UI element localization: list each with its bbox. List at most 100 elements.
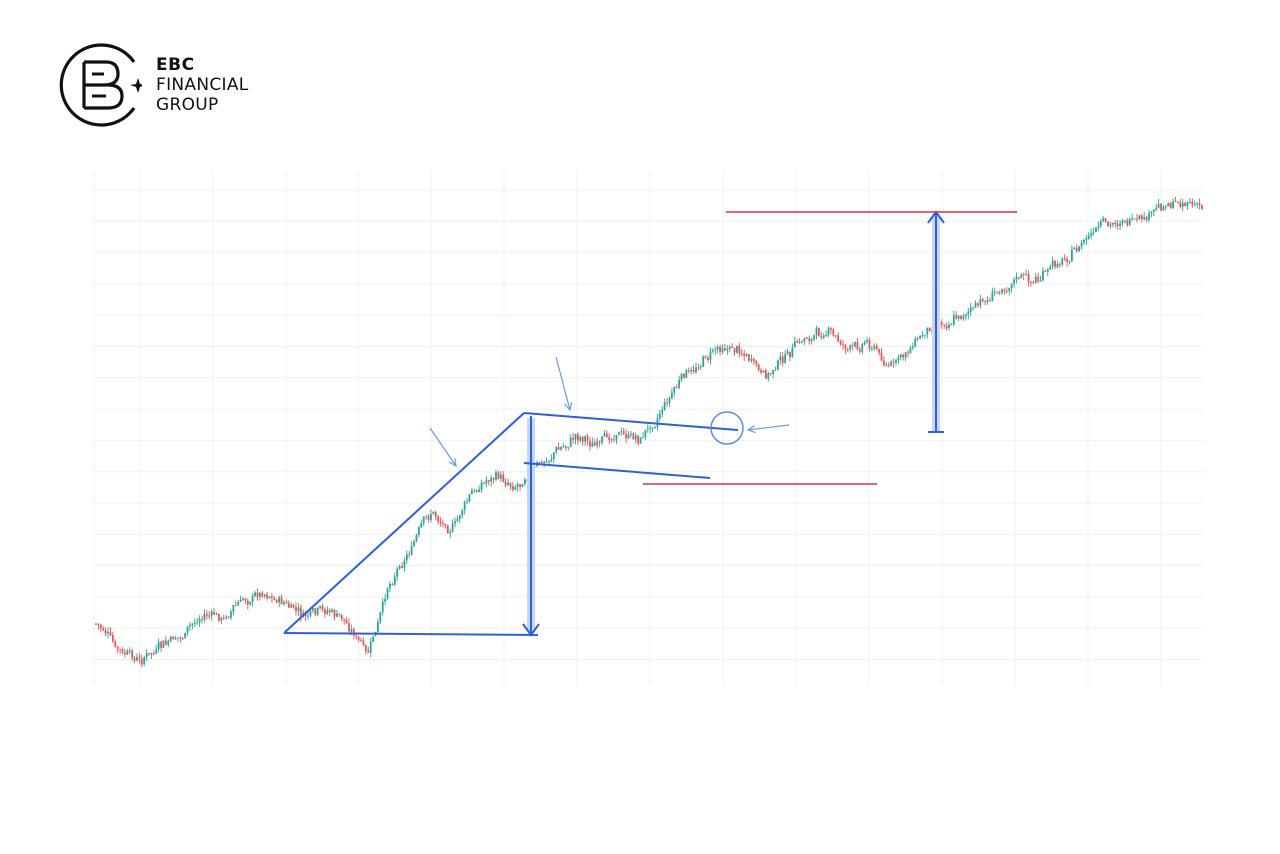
candle-body-311 <box>844 344 847 350</box>
candle-body-388 <box>1030 281 1032 283</box>
candle-body-133 <box>415 534 418 542</box>
candle-body-26 <box>157 641 160 650</box>
candle-body-157 <box>473 490 476 492</box>
candle-body-39 <box>189 624 191 627</box>
candle-body-34 <box>177 637 179 639</box>
breakout-pointer-arrow-shaft <box>747 424 790 431</box>
candle-body-324 <box>875 345 878 350</box>
candle-body-41 <box>193 623 196 625</box>
candle-body-300 <box>817 327 820 337</box>
candle-body-106 <box>350 629 353 632</box>
candle-body-411 <box>1085 238 1088 241</box>
candle-body-19 <box>140 658 143 665</box>
candle-body-20 <box>143 657 146 665</box>
candle-body-299 <box>815 327 818 336</box>
candle-body-449 <box>1177 201 1179 203</box>
candle-body-293 <box>801 341 803 343</box>
candle-body-126 <box>398 566 401 569</box>
candle-body-262 <box>726 349 729 351</box>
candle-body-267 <box>738 345 741 354</box>
candle-body-448 <box>1174 201 1177 203</box>
candle-body-412 <box>1087 235 1090 239</box>
candle-body-44 <box>201 619 203 621</box>
candle-body-371 <box>989 300 991 302</box>
candle-body-203 <box>584 436 587 442</box>
candle-body-108 <box>355 635 358 637</box>
candle-body-282 <box>774 369 777 371</box>
candle-body-408 <box>1078 246 1081 252</box>
candle-body-301 <box>820 336 823 338</box>
candle-body-213 <box>608 436 611 440</box>
candle-body-359 <box>960 315 962 319</box>
candle-body-176 <box>519 484 521 487</box>
candle-body-127 <box>401 566 403 568</box>
candle-body-21 <box>145 653 148 658</box>
candle-body-145 <box>444 524 447 526</box>
candle-body-409 <box>1080 242 1083 247</box>
candle-body-323 <box>873 345 876 349</box>
candle-body-256 <box>711 350 714 352</box>
candle-body-252 <box>702 356 705 367</box>
candle-body-410 <box>1083 240 1085 243</box>
candle-body-334 <box>899 354 902 358</box>
candle-body-151 <box>458 515 461 520</box>
candle-body-17 <box>136 657 138 661</box>
candle-body-47 <box>208 615 211 617</box>
candle-body-137 <box>425 515 428 517</box>
candle-body-102 <box>340 614 343 619</box>
candle-body-395 <box>1046 269 1049 272</box>
candle-body-231 <box>651 427 654 429</box>
candle-body-237 <box>666 402 668 404</box>
candle-body-114 <box>369 641 372 653</box>
candle-body-201 <box>579 436 582 441</box>
candle-body-128 <box>403 560 406 568</box>
candle-body-329 <box>887 365 890 367</box>
candle-body-90 <box>311 608 314 611</box>
candle-body-51 <box>217 614 220 621</box>
candle-body-59 <box>237 601 240 606</box>
candle-body-97 <box>328 610 331 613</box>
candle-body-134 <box>417 527 420 535</box>
candle-body-380 <box>1010 283 1013 289</box>
candle-body-369 <box>984 301 987 303</box>
candle-body-387 <box>1027 274 1030 282</box>
candle-body-71 <box>266 594 268 599</box>
candle-body-119 <box>381 601 384 613</box>
candle-body-458 <box>1198 203 1201 206</box>
candle-body-225 <box>637 435 640 444</box>
candle-body-193 <box>560 446 562 450</box>
candle-body-351 <box>940 322 943 325</box>
candle-body-194 <box>562 445 565 447</box>
candle-body-229 <box>646 428 649 430</box>
candle-body-32 <box>172 636 175 640</box>
candle-body-356 <box>952 315 955 325</box>
candle-body-315 <box>854 341 856 347</box>
candle-body-204 <box>586 436 589 441</box>
pattern-annotations <box>283 210 1017 637</box>
candle-body-235 <box>661 409 664 414</box>
candle-body-131 <box>410 546 413 555</box>
candle-body-344 <box>923 334 926 336</box>
candle-body-331 <box>892 361 895 363</box>
candle-body-339 <box>911 346 914 348</box>
candle-body-221 <box>627 434 630 439</box>
candle-body-271 <box>748 354 750 361</box>
candle-body-280 <box>769 373 772 375</box>
candle-body-264 <box>731 346 734 348</box>
candle-body-426 <box>1121 220 1124 224</box>
candle-body-208 <box>596 441 599 446</box>
candle-body-121 <box>386 588 389 599</box>
candle-body-195 <box>564 445 567 448</box>
breakout-pointer-arrow-head <box>746 425 756 434</box>
candle-body-287 <box>786 351 789 355</box>
candle-body-184 <box>538 462 541 464</box>
candle-body-150 <box>456 519 459 522</box>
candle-body-307 <box>834 335 837 337</box>
candle-body-366 <box>977 303 979 306</box>
candle-body-197 <box>569 437 572 447</box>
flag-pointer-arrow-shaft <box>555 356 571 411</box>
candle-body-60 <box>239 599 242 602</box>
candle-body-358 <box>957 315 960 319</box>
candle-body-266 <box>736 345 738 353</box>
candlestick-series <box>95 196 1203 668</box>
